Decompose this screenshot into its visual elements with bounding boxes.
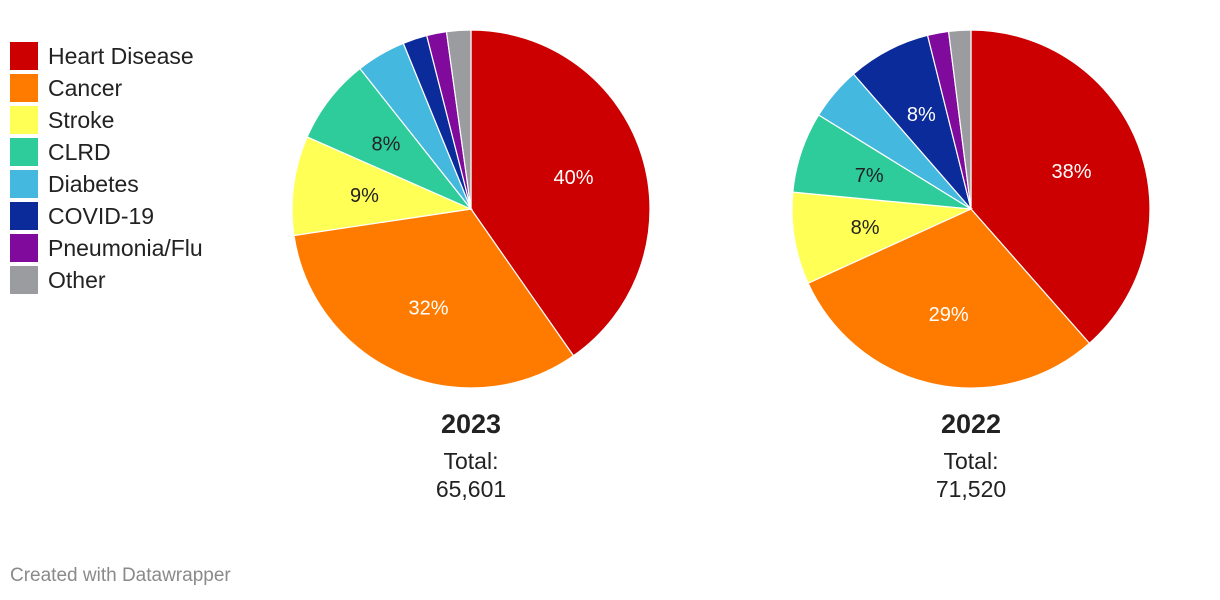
pie-slice	[293, 208, 575, 389]
legend-label: Heart Disease	[48, 42, 194, 69]
slice-data-label: 38%	[1051, 161, 1091, 183]
legend-label: COVID-19	[48, 202, 155, 229]
pie-title: 2022	[941, 409, 1001, 439]
pie-total-value: 71,520	[936, 476, 1006, 502]
pie-slice	[947, 29, 972, 210]
slice-data-label: 32%	[408, 298, 448, 320]
legend-item: Diabetes	[10, 168, 203, 200]
slice-data-label: 9%	[350, 185, 379, 207]
legend-item: Other	[10, 264, 203, 296]
legend-item: Heart Disease	[10, 40, 203, 72]
legend-item: Stroke	[10, 104, 203, 136]
legend-item: Cancer	[10, 72, 203, 104]
pie-total-label: Total:	[444, 448, 499, 474]
legend-swatch	[10, 138, 38, 166]
legend-swatch	[10, 74, 38, 102]
slice-data-label: 7%	[855, 165, 884, 187]
pie-slice	[470, 29, 651, 357]
legend-item: COVID-19	[10, 200, 203, 232]
legend-label: Stroke	[48, 106, 115, 133]
legend-swatch	[10, 202, 38, 230]
slice-data-label: 29%	[929, 304, 969, 326]
legend: Heart Disease Cancer Stroke CLRD Diabetes COV…	[10, 40, 203, 296]
legend-swatch	[10, 42, 38, 70]
pie-slice	[291, 136, 474, 237]
legend-label: Cancer	[48, 74, 123, 101]
slice-data-label: 8%	[372, 133, 401, 155]
legend-label: Other	[48, 266, 106, 293]
footer-credit: Created with Datawrapper	[10, 565, 231, 586]
legend-label: Diabetes	[48, 170, 139, 197]
pie-title: 2023	[441, 409, 501, 439]
pie-total-label: Total:	[944, 448, 999, 474]
legend-swatch	[10, 234, 38, 262]
legend-label: CLRD	[48, 138, 111, 165]
pie-slice	[970, 29, 1151, 345]
pie-total-value: 65,601	[436, 476, 506, 502]
legend-item: Pneumonia/Flu	[10, 232, 203, 264]
slice-data-label: 40%	[553, 167, 593, 189]
pie-2023: 40% 32% 9% 8% 2023 Total:65,601	[291, 29, 651, 502]
legend-swatch	[10, 106, 38, 134]
slice-data-label: 8%	[907, 104, 936, 126]
legend-swatch	[10, 266, 38, 294]
pie-2022: 38% 29% 8% 7% 8% 2022 Total:71,520	[791, 29, 1151, 502]
legend-item: CLRD	[10, 136, 203, 168]
slice-data-label: 8%	[851, 217, 880, 239]
pie-slice	[445, 29, 472, 210]
legend-swatch	[10, 170, 38, 198]
pie-slice	[791, 191, 974, 284]
pie-slice	[807, 208, 1091, 389]
legend-label: Pneumonia/Flu	[48, 234, 203, 261]
